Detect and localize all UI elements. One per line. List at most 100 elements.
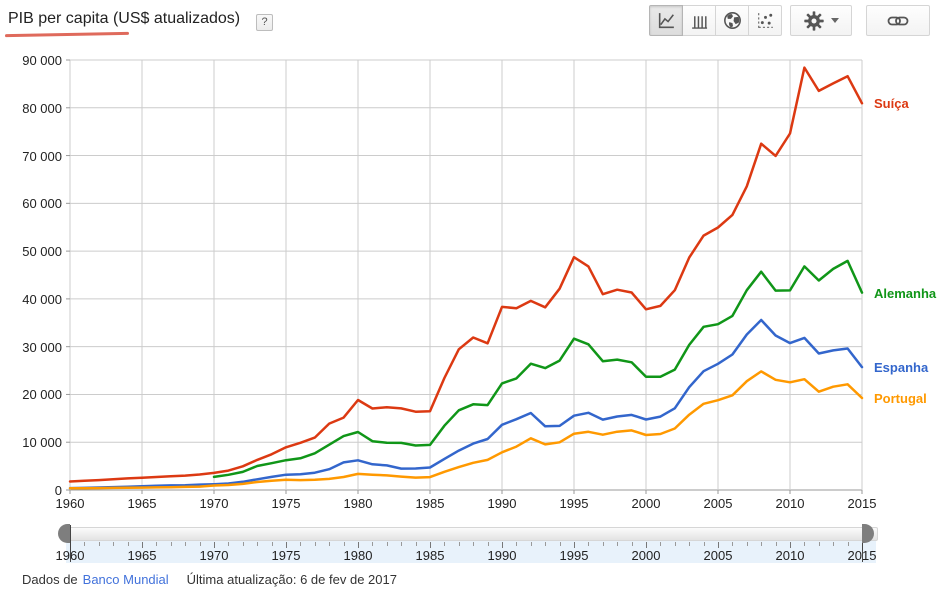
timeline-tick [674, 542, 676, 546]
chevron-down-icon [831, 18, 839, 23]
timeline-start-handle[interactable] [58, 524, 70, 543]
y-tick-label: 30 000 [22, 339, 62, 355]
timeline-year-label: 1965 [127, 548, 157, 563]
timeline-tick [314, 542, 316, 546]
timeline-tick [444, 542, 446, 546]
timeline-tick [660, 542, 662, 546]
timeline-tick [185, 542, 187, 546]
timeline-year-label: 2010 [775, 548, 805, 563]
link-icon [887, 16, 909, 25]
timeline-tick [602, 542, 604, 546]
series-line-suica [68, 66, 864, 483]
timeline-tick [516, 542, 518, 546]
bar-chart-icon [691, 16, 707, 29]
timeline-tick [386, 542, 388, 546]
timeline-tick [804, 542, 806, 546]
settings-button[interactable] [790, 5, 852, 36]
line-chart-type-button[interactable] [649, 5, 683, 36]
x-tick-label: 2010 [775, 496, 805, 511]
timeline-tick [343, 542, 345, 546]
y-tick-label: 50 000 [22, 244, 62, 260]
scatter-chart-icon [757, 13, 773, 28]
timeline-range-bound [70, 525, 71, 562]
timeline-tick [127, 542, 129, 546]
timeline-tick [487, 542, 489, 546]
timeline-tick [574, 542, 575, 548]
y-tick-label: 90 000 [22, 53, 62, 68]
timeline-slider-track[interactable] [66, 527, 878, 541]
timeline-tick [401, 542, 403, 546]
legend-label-alemanha: Alemanha [874, 285, 937, 301]
timeline-tick [689, 542, 691, 546]
y-tick-label: 10 000 [22, 435, 62, 451]
x-tick-label: 2015 [847, 496, 877, 511]
series-line-portugal [68, 370, 864, 490]
timeline-tick [718, 542, 719, 548]
timeline-tick [631, 542, 633, 546]
legend-label-portugal: Portugal [874, 391, 927, 406]
timeline-tick [617, 542, 619, 546]
x-tick-label: 1985 [415, 496, 445, 511]
timeline-axis-strip [66, 541, 876, 563]
share-link-button[interactable] [866, 5, 930, 36]
x-tick-label: 2005 [703, 496, 733, 511]
timeline-end-handle[interactable] [862, 524, 874, 543]
timeline-year-label: 2015 [827, 548, 897, 563]
x-tick-label: 1975 [271, 496, 301, 511]
series-line-espanha [68, 318, 864, 490]
timeline-year-label: 2005 [703, 548, 733, 563]
title-underline-annotation [4, 31, 130, 38]
last-updated-text: Última atualização: 6 de fev de 2017 [186, 572, 397, 587]
timeline-range-bound [862, 525, 863, 562]
x-tick-label: 1970 [199, 496, 229, 511]
line-chart-icon [658, 13, 674, 29]
legend-label-espanha: Espanha [874, 360, 929, 376]
series-line-alemanha [212, 259, 864, 479]
timeline-tick [458, 542, 460, 546]
x-tick-label: 1980 [343, 496, 373, 511]
y-tick-label: 80 000 [22, 100, 62, 116]
timeline-tick [502, 542, 503, 548]
timeline-tick [372, 542, 374, 546]
x-tick-label: 1990 [487, 496, 517, 511]
data-source-link[interactable]: Banco Mundial [82, 572, 169, 587]
timeline-year-label: 1995 [559, 548, 589, 563]
timeline-tick [300, 542, 302, 546]
timeline-year-label: 1985 [415, 548, 445, 563]
timeline-year-label: 2000 [631, 548, 661, 563]
timeline-year-label: 1970 [199, 548, 229, 563]
footer: Dados de Banco Mundial Última atualizaçã… [22, 572, 397, 587]
timeline-tick [358, 542, 359, 548]
timeline-tick [588, 542, 590, 546]
timeline-year-label: 1990 [487, 548, 517, 563]
timeline-tick [84, 542, 86, 546]
map-chart-type-button[interactable] [715, 5, 749, 36]
timeline-tick [530, 542, 532, 546]
globe-icon [723, 12, 741, 29]
bar-chart-type-button[interactable] [682, 5, 716, 36]
y-tick-label: 0 [54, 483, 62, 498]
timeline-year-label: 1980 [343, 548, 373, 563]
timeline-tick [415, 542, 417, 546]
timeline-tick [113, 542, 115, 546]
y-tick-label: 40 000 [22, 291, 62, 307]
timeline-tick [214, 542, 215, 548]
timeline-tick [545, 542, 547, 546]
timeline-tick [703, 542, 705, 546]
help-button[interactable]: ? [256, 14, 273, 31]
timeline-tick [286, 542, 287, 548]
timeline-tick [761, 542, 763, 546]
gear-icon [804, 10, 824, 31]
timeline-tick [559, 542, 561, 546]
timeline-tick [257, 542, 259, 546]
scatter-chart-type-button[interactable] [748, 5, 782, 36]
y-tick-label: 20 000 [22, 387, 62, 403]
timeline-tick [473, 542, 475, 546]
y-tick-label: 60 000 [22, 196, 62, 212]
timeline-year-label: 1975 [271, 548, 301, 563]
timeline-tick [818, 542, 820, 546]
chart-type-switcher [649, 5, 782, 36]
timeline-tick [242, 542, 244, 546]
timeline-year-label: 1960 [35, 548, 105, 563]
